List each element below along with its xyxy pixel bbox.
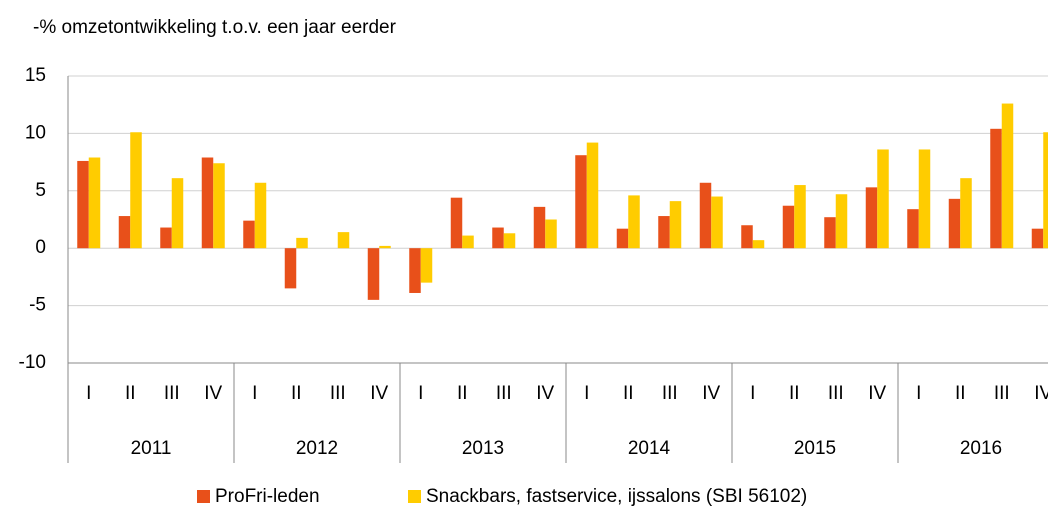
x-tick-label: III [330,383,346,404]
bar [782,205,795,249]
bar [284,248,297,289]
bar [367,248,380,300]
legend-label: ProFri-leden [215,486,320,507]
year-label: 2011 [131,438,172,459]
y-tick-label: 10 [25,122,46,143]
bar [865,187,878,249]
x-tick-label: IV [204,383,222,404]
x-tick-label: I [750,383,755,404]
bar [88,157,101,249]
bar [171,178,184,249]
bar [990,128,1002,249]
bar [741,225,753,249]
x-tick-label: III [662,383,678,404]
bar [379,245,391,249]
bar [462,235,474,249]
x-tick-label: I [584,383,589,404]
x-tick-label: I [86,383,91,404]
bar [503,233,516,249]
bar [337,232,350,249]
x-tick-label: II [125,383,136,404]
legend-swatch [197,490,210,503]
bar [907,209,919,249]
bar [118,216,131,249]
bar [794,185,806,249]
bar [669,201,682,249]
bar [616,228,629,249]
bar [586,142,599,249]
bar [450,197,463,249]
x-tick-label: II [291,383,302,404]
x-tick-label: IV [702,383,720,404]
bar [824,217,836,249]
year-label: 2015 [794,438,836,459]
bar [160,227,172,249]
y-tick-label: -10 [19,352,46,373]
bar [243,220,255,249]
x-tick-label: II [457,383,468,404]
bar [1043,132,1048,249]
year-label: 2014 [628,438,671,459]
x-tick-label: I [916,383,921,404]
bar [658,216,670,249]
bar [752,240,765,249]
bar [545,219,557,249]
x-tick-label: I [418,383,423,404]
bar [130,132,142,249]
x-tick-label: II [789,383,800,404]
bar [918,149,931,249]
y-tick-label: -5 [29,295,46,316]
bar [575,155,587,249]
bar [201,157,214,249]
bar [254,182,267,249]
bar [699,182,712,249]
bar [296,237,308,249]
bar [533,206,546,249]
x-tick-label: II [955,383,966,404]
bar [877,149,889,249]
bar [492,227,504,249]
year-label: 2013 [462,438,504,459]
bar [409,248,421,293]
x-tick-label: III [994,383,1010,404]
x-tick-label: IV [370,383,388,404]
bar [948,198,961,249]
bar [77,160,89,249]
bar [1031,228,1044,249]
axis-title: -% omzetontwikkeling t.o.v. een jaar eer… [33,17,397,38]
x-tick-label: IV [536,383,554,404]
year-label: 2016 [960,438,1002,459]
legend-swatch [408,490,421,503]
bar [213,163,225,249]
bar [420,248,433,283]
x-tick-label: III [164,383,180,404]
y-tick-label: 15 [25,65,46,86]
legend-label: Snackbars, fastservice, ijssalons (SBI 5… [426,486,807,507]
bar [711,196,723,249]
bar [835,194,848,249]
x-tick-label: IV [868,383,886,404]
y-tick-label: 5 [35,180,46,201]
bar [628,195,640,249]
x-tick-label: III [828,383,844,404]
bar [1001,103,1014,249]
y-tick-label: 0 [35,237,46,258]
x-tick-label: II [623,383,634,404]
bar [960,178,972,249]
x-tick-label: III [496,383,512,404]
x-tick-label: IV [1034,383,1048,404]
year-label: 2012 [296,438,338,459]
x-tick-label: I [252,383,257,404]
